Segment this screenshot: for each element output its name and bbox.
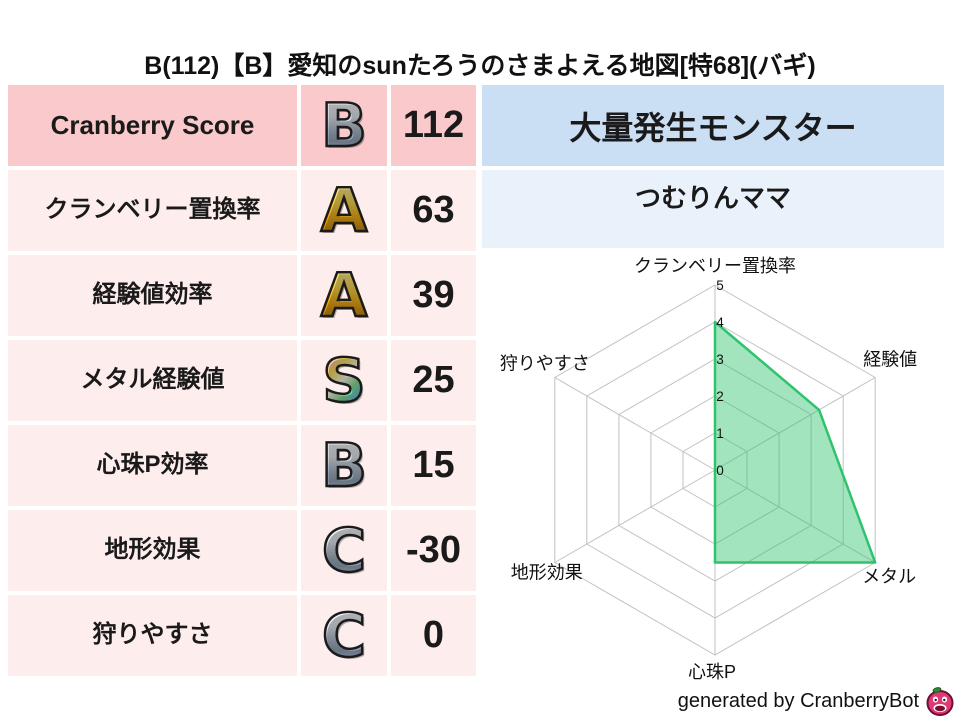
table-row-grade-cell: B (301, 85, 387, 166)
svg-text:3: 3 (716, 352, 724, 367)
table-row-label-cell: 地形効果 (8, 510, 297, 591)
table-row-grade-cell: B (301, 425, 387, 506)
stat-label: 経験値効率 (92, 281, 213, 309)
grade-letter-s-icon: S (321, 345, 367, 416)
radar-axis-label: クランベリー置換率 (634, 256, 796, 276)
grade-letter-a-icon: A (320, 260, 369, 331)
table-row-value-cell: 15 (391, 425, 476, 506)
svg-text:4: 4 (716, 315, 724, 330)
footer-credit: generated by CranberryBot (678, 682, 956, 720)
cranberry-icon (926, 687, 954, 716)
table-row-label-cell: クランベリー置換率 (8, 170, 297, 251)
page-title: B(112)【B】愛知のsunたろうのさまよえる地図[特68](バギ) (144, 52, 816, 80)
radar-chart: 0 1 2 3 4 5 クランベリー置換率経験値メタル心珠P 地形効果 狩りやすさ (480, 245, 960, 705)
table-row-label-cell: Cranberry Score (8, 85, 297, 166)
stat-value: 112 (402, 104, 465, 146)
grade-letter-b-icon: B (320, 430, 368, 501)
credit-text: generated by CranberryBot (677, 689, 919, 712)
table-row-label-cell: 狩りやすさ (8, 595, 297, 676)
table-row-value-cell: -30 (391, 510, 476, 591)
table-row-grade-cell: C (301, 510, 387, 591)
table-row-value-cell: 0 (391, 595, 476, 676)
stat-label: 心珠P効率 (96, 451, 209, 479)
stat-value: 0 (422, 614, 445, 656)
stat-label: 狩りやすさ (92, 621, 213, 649)
radar-axis-label: メタル (862, 567, 916, 587)
grade-letter-c-icon: C (321, 515, 368, 586)
table-row-label-cell: 心珠P効率 (8, 425, 297, 506)
stat-value: -30 (406, 529, 461, 571)
svg-text:5: 5 (716, 278, 724, 293)
stat-label: クランベリー置換率 (44, 196, 261, 224)
table-row-grade-cell: S (301, 340, 387, 421)
stat-label: 地形効果 (104, 536, 201, 564)
table-row-value-cell: 63 (391, 170, 476, 251)
grade-letter-b-icon: B (320, 90, 368, 161)
table-row-grade-cell: A (301, 170, 387, 251)
table-row-value-cell: 112 (391, 85, 476, 166)
table-row-label-cell: メタル経験値 (8, 340, 297, 421)
radar-axis-label: 心珠P (688, 662, 736, 682)
table-row-label-cell: 経験値効率 (8, 255, 297, 336)
grade-letter-a-icon: A (320, 175, 369, 246)
table-row-grade-cell: C (301, 595, 387, 676)
svg-text:2: 2 (716, 389, 724, 404)
radar-axis-label: 地形効果 (511, 563, 583, 583)
stat-value: 15 (412, 444, 455, 486)
stat-label: メタル経験値 (80, 366, 225, 394)
stat-value: 25 (412, 359, 455, 401)
table-row-grade-cell: A (301, 255, 387, 336)
monster-name: つむりんママ (482, 170, 944, 248)
stat-label: Cranberry Score (50, 110, 255, 141)
stat-value: 39 (412, 274, 455, 316)
table-row-value-cell: 39 (391, 255, 476, 336)
svg-text:1: 1 (716, 426, 724, 441)
stats-table: Cranberry Score B 112 クランベリー置換率 A 63 経験値効率 A 39 メ… (8, 85, 476, 676)
grade-letter-c-icon: C (321, 600, 368, 671)
table-row-value-cell: 25 (391, 340, 476, 421)
stat-value: 63 (412, 189, 455, 231)
radar-axis-label: 狩りやすさ (500, 354, 590, 374)
radar-axis-label: 経験値 (863, 350, 917, 370)
svg-text:0: 0 (716, 463, 724, 478)
monster-panel-header: 大量発生モンスター (482, 85, 944, 166)
